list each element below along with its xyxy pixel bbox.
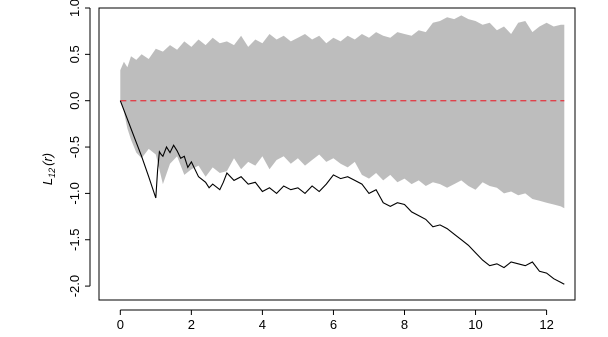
x-tick-label: 10	[468, 317, 482, 332]
x-axis: 0 2 4 6 8 10 12	[117, 309, 554, 332]
y-axis: 1.0 0.5 0.0 -0.5 -1.0 -1.5 -2.0	[67, 0, 91, 297]
observed-line	[119, 100, 565, 285]
y-axis-title: L12 (r)	[40, 153, 57, 185]
x-tick-label: 6	[330, 317, 337, 332]
y-tick-label: 0.5	[67, 45, 82, 63]
y-tick-label: -2.0	[67, 275, 82, 297]
y-axis-title-subscript: 12	[47, 168, 57, 178]
envelope-band	[120, 15, 565, 209]
y-tick-label: -1.5	[67, 229, 82, 251]
y-axis-title-base: L	[40, 178, 55, 185]
x-tick-label: 4	[259, 317, 266, 332]
y-tick-label: -1.0	[67, 182, 82, 204]
x-tick-label: 12	[539, 317, 553, 332]
x-tick-label: 0	[117, 317, 124, 332]
y-tick-label: 0.0	[67, 92, 82, 110]
y-axis-title-arg: (r)	[40, 153, 55, 166]
x-tick-label: 8	[401, 317, 408, 332]
plot-frame	[98, 7, 576, 301]
x-tick-label: 2	[188, 317, 195, 332]
y-tick-label: -0.5	[67, 136, 82, 158]
envelope-layer	[120, 15, 565, 209]
observed-layer	[119, 100, 565, 285]
y-tick-label: 1.0	[67, 0, 82, 17]
